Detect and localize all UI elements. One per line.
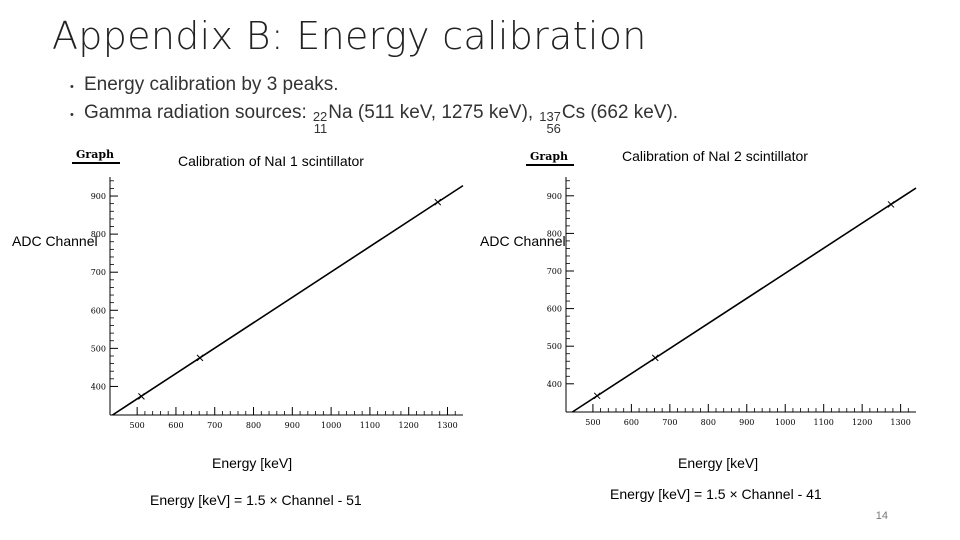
- cs-mass-number: 137: [539, 109, 561, 124]
- y-tick-label: 400: [547, 380, 562, 389]
- y-tick-label: 500: [547, 342, 562, 351]
- chart1-ylabel: ADC Channel: [12, 233, 98, 249]
- y-tick-label: 700: [547, 267, 562, 276]
- graph-tag-1: Graph: [72, 148, 121, 164]
- x-tick-label: 1300: [890, 418, 910, 427]
- bullet-list: • Energy calibration by 3 peaks. • Gamma…: [70, 74, 679, 135]
- na-mass-number: 22: [312, 109, 328, 124]
- data-point: [593, 392, 601, 400]
- chart1-plot: 400 500 600 700 800 900 500 600 700 800 900 1000 110…: [91, 177, 464, 430]
- na-text: Na (511 keV, 1275 keV),: [328, 102, 534, 123]
- y-tick-label: 800: [547, 229, 562, 238]
- data-point: [434, 198, 442, 206]
- x-tick-label: 500: [130, 421, 145, 430]
- bullet-text-prefix: Gamma radiation sources:: [84, 102, 307, 123]
- chart1-xlabel: Energy [keV]: [212, 455, 293, 471]
- x-tick-label: 900: [285, 421, 300, 430]
- bullet-dot-icon: •: [70, 81, 74, 93]
- chart1-formula: Energy [keV] = 1.5 × Channel - 51: [150, 492, 362, 508]
- cs-text: Cs (662 keV).: [561, 102, 679, 123]
- data-point: [651, 354, 659, 362]
- y-tick-label: 700: [91, 268, 106, 277]
- x-tick-label: 800: [246, 421, 261, 430]
- data-point-stroke: [651, 354, 659, 362]
- x-tick-label: 1000: [321, 421, 341, 430]
- chart2-plot: 400 500 600 700 800 900 500 600 700 800 900 1000 110…: [547, 177, 917, 427]
- x-tick-label: 900: [739, 418, 754, 427]
- slide-title: Appendix B: Energy calibration: [52, 14, 647, 58]
- data-point-stroke: [434, 198, 442, 206]
- chart2-title: Calibration of NaI 2 scintillator: [622, 148, 808, 164]
- x-tick-label: 800: [701, 418, 716, 427]
- chart2-xlabel: Energy [keV]: [678, 455, 759, 471]
- chart2-formula: Energy [keV] = 1.5 × Channel - 41: [610, 486, 822, 502]
- x-tick-label: 1100: [360, 421, 380, 430]
- cs-atomic-number: 56: [546, 121, 561, 136]
- page-number: 14: [875, 510, 888, 522]
- graph-tag-2: Graph: [526, 150, 575, 166]
- x-tick-label: 700: [207, 421, 222, 430]
- x-tick-label: 500: [585, 418, 600, 427]
- bullet-dot-icon: •: [70, 109, 74, 121]
- data-point: [138, 392, 145, 400]
- data-point: [196, 354, 204, 362]
- bullet-item: • Energy calibration by 3 peaks.: [70, 74, 678, 102]
- data-point-stroke: [593, 392, 601, 400]
- y-tick-label: 900: [91, 192, 106, 201]
- y-tick-label: 500: [91, 344, 106, 353]
- y-tick-label: 900: [547, 192, 562, 201]
- chart1-title: Calibration of NaI 1 scintillator: [178, 153, 364, 169]
- x-tick-label: 1100: [814, 418, 834, 427]
- fit-line: [571, 187, 917, 413]
- x-tick-label: 600: [168, 421, 183, 430]
- data-point-stroke: [196, 354, 204, 362]
- x-tick-label: 1200: [399, 421, 419, 430]
- x-tick-label: 1200: [852, 418, 872, 427]
- y-tick-label: 800: [91, 230, 106, 239]
- chart2-ylabel: ADC Channel: [480, 233, 566, 249]
- y-tick-label: 400: [91, 382, 106, 391]
- data-point-stroke: [138, 392, 145, 400]
- x-tick-label: 600: [624, 418, 639, 427]
- y-tick-label: 600: [547, 305, 562, 314]
- isotope-cs-notation: 137 56: [539, 109, 561, 136]
- na-atomic-number: 11: [313, 121, 328, 136]
- y-tick-label: 600: [91, 306, 106, 315]
- isotope-na-notation: 22 11: [312, 109, 328, 136]
- bullet-item: • Gamma radiation sources: 22 11 Na (511…: [70, 102, 679, 135]
- data-point: [887, 201, 895, 208]
- data-point-stroke: [887, 201, 895, 208]
- x-tick-label: 1000: [775, 418, 795, 427]
- fit-line: [112, 184, 464, 416]
- bullet-text: Energy calibration by 3 peaks.: [84, 74, 339, 95]
- x-tick-label: 1300: [437, 421, 457, 430]
- x-tick-label: 700: [662, 418, 677, 427]
